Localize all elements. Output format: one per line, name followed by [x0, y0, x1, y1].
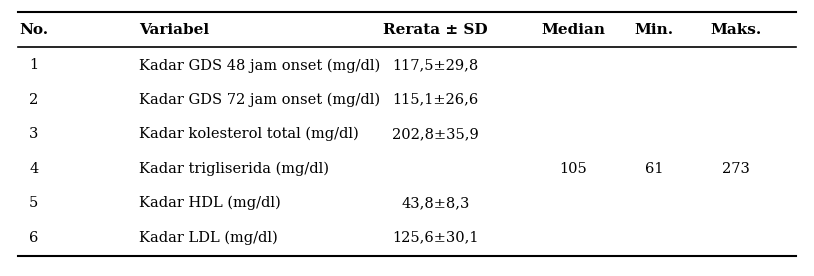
Text: 4: 4: [29, 162, 38, 176]
Text: Kadar trigliserida (mg/dl): Kadar trigliserida (mg/dl): [139, 161, 330, 176]
Text: Kadar LDL (mg/dl): Kadar LDL (mg/dl): [139, 230, 278, 245]
Text: 117,5±29,8: 117,5±29,8: [392, 58, 479, 72]
Text: 2: 2: [29, 93, 38, 107]
Text: No.: No.: [20, 23, 48, 37]
Text: Variabel: Variabel: [139, 23, 209, 37]
Text: Kadar HDL (mg/dl): Kadar HDL (mg/dl): [139, 196, 281, 210]
Text: 125,6±30,1: 125,6±30,1: [392, 230, 479, 245]
Text: 3: 3: [29, 127, 38, 141]
Text: Maks.: Maks.: [710, 23, 761, 37]
Text: 105: 105: [559, 162, 587, 176]
Text: 61: 61: [646, 162, 663, 176]
Text: 43,8±8,3: 43,8±8,3: [401, 196, 470, 210]
Text: Kadar GDS 72 jam onset (mg/dl): Kadar GDS 72 jam onset (mg/dl): [139, 92, 380, 107]
Text: 273: 273: [721, 162, 750, 176]
Text: Min.: Min.: [635, 23, 674, 37]
Text: Median: Median: [541, 23, 606, 37]
Text: Kadar GDS 48 jam onset (mg/dl): Kadar GDS 48 jam onset (mg/dl): [139, 58, 381, 73]
Text: 115,1±26,6: 115,1±26,6: [392, 93, 479, 107]
Text: 202,8±35,9: 202,8±35,9: [392, 127, 479, 141]
Text: Rerata ± SD: Rerata ± SD: [383, 23, 488, 37]
Text: Kadar kolesterol total (mg/dl): Kadar kolesterol total (mg/dl): [139, 127, 359, 141]
Text: 1: 1: [29, 58, 38, 72]
Text: 6: 6: [29, 230, 38, 245]
Text: 5: 5: [29, 196, 38, 210]
